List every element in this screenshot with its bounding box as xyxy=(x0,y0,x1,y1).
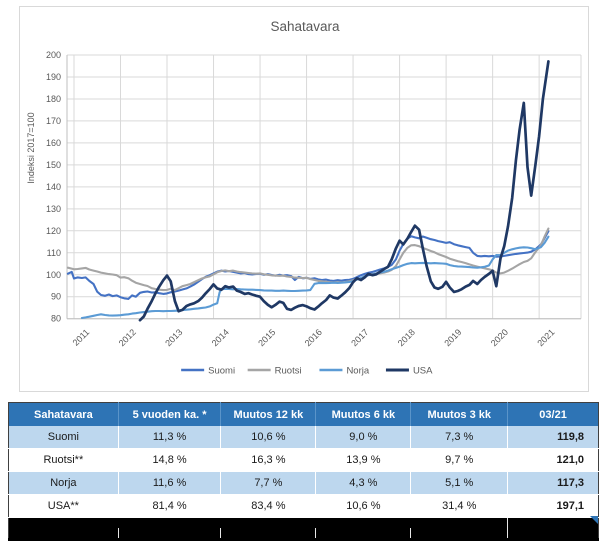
y-tick-label: 100 xyxy=(46,270,61,280)
chart-axis-labels: 80 90 100 110 120 130 140 150 160 170 180 190 200 201… xyxy=(46,50,557,348)
table-row-suomi: Suomi 11,3 % 10,6 % 9,0 % 7,3 % 119,8 xyxy=(8,426,599,449)
x-tick-label: 2016 xyxy=(303,327,324,348)
y-tick-label: 120 xyxy=(46,226,61,236)
x-tick-label: 2020 xyxy=(489,327,510,348)
chart-title: Sahatavara xyxy=(270,19,340,34)
latest-value: 197,1 xyxy=(507,494,599,518)
row-label: USA** xyxy=(8,494,119,518)
chart-legend: Suomi Ruotsi Norja USA xyxy=(181,366,433,377)
x-tick-label: 2012 xyxy=(117,327,138,348)
table-row-ruotsi: Ruotsi** 14,8 % 16,3 % 13,9 % 9,7 % 121,0 xyxy=(8,448,599,472)
change-value: 7,7 % xyxy=(220,471,317,495)
y-tick-label: 200 xyxy=(46,50,61,60)
series-line-usa xyxy=(138,60,550,322)
note-marker-triangle xyxy=(590,516,598,524)
legend-label: Ruotsi xyxy=(275,366,302,377)
header-sahatavara: Sahatavara xyxy=(8,402,119,426)
stats-table-container: Sahatavara 5 vuoden ka. * Muutos 12 kk M… xyxy=(8,402,599,541)
x-tick-label: 2018 xyxy=(396,327,417,348)
y-tick-label: 140 xyxy=(46,182,61,192)
y-tick-label: 170 xyxy=(46,116,61,126)
sahatavara-chart: Sahatavara Indeksi 2017=100 80 90 100 110 12… xyxy=(19,6,589,392)
table-row-norja: Norja 11,6 % 7,7 % 4,3 % 5,1 % 117,3 xyxy=(8,471,599,495)
series-line-ruotsi xyxy=(66,227,550,292)
redacted-cell xyxy=(507,517,599,528)
header-5v-ka: 5 vuoden ka. * xyxy=(118,402,222,426)
redacted-cell xyxy=(220,528,316,541)
latest-value: 121,0 xyxy=(507,448,599,472)
stats-table: Sahatavara 5 vuoden ka. * Muutos 12 kk M… xyxy=(8,402,599,541)
y-tick-label: 130 xyxy=(46,204,61,214)
table-header-row: Sahatavara 5 vuoden ka. * Muutos 12 kk M… xyxy=(8,402,599,426)
table-row-usa: USA** 81,4 % 83,4 % 10,6 % 31,4 % 197,1 xyxy=(8,494,599,518)
legend-label: Norja xyxy=(346,366,369,377)
redacted-cell xyxy=(8,517,508,528)
y-tick-label: 160 xyxy=(46,138,61,148)
redacted-cell xyxy=(117,528,221,541)
redacted-cell xyxy=(507,528,599,541)
change-value: 4,3 % xyxy=(315,471,412,495)
legend-item-suomi: Suomi xyxy=(181,366,235,377)
y-tick-label: 80 xyxy=(51,314,61,324)
row-label: Suomi xyxy=(8,426,119,449)
line-chart: Sahatavara Indeksi 2017=100 80 90 100 110 12… xyxy=(26,19,582,377)
redacted-cell xyxy=(8,528,119,541)
change-value: 16,3 % xyxy=(220,448,317,472)
y-tick-label: 110 xyxy=(47,248,61,258)
header-muutos-12kk: Muutos 12 kk xyxy=(220,402,317,426)
series-line-norja xyxy=(80,235,550,320)
change-value: 81,4 % xyxy=(118,494,222,518)
change-value: 10,6 % xyxy=(220,426,317,449)
latest-value: 117,3 xyxy=(507,471,599,495)
row-label: Ruotsi** xyxy=(8,448,119,472)
change-value: 14,8 % xyxy=(118,448,222,472)
header-0321: 03/21 xyxy=(507,402,599,426)
redacted-cell xyxy=(410,528,508,541)
y-tick-label: 180 xyxy=(46,94,61,104)
change-value: 11,3 % xyxy=(118,426,222,449)
change-value: 11,6 % xyxy=(118,471,222,495)
redacted-cell xyxy=(315,528,411,541)
x-tick-label: 2021 xyxy=(535,327,556,348)
y-tick-label: 90 xyxy=(51,292,61,302)
y-tick-label: 150 xyxy=(46,160,61,170)
header-muutos-3kk: Muutos 3 kk xyxy=(410,402,509,426)
change-value: 9,0 % xyxy=(315,426,412,449)
x-tick-label: 2013 xyxy=(163,327,184,348)
change-value: 7,3 % xyxy=(410,426,509,449)
legend-item-norja: Norja xyxy=(319,366,370,377)
legend-item-ruotsi: Ruotsi xyxy=(247,366,302,377)
change-value: 10,6 % xyxy=(315,494,412,518)
chart-series xyxy=(66,60,550,322)
row-label: Norja xyxy=(8,471,119,495)
y-tick-label: 190 xyxy=(46,72,61,82)
header-muutos-6kk: Muutos 6 kk xyxy=(315,402,412,426)
change-value: 13,9 % xyxy=(315,448,412,472)
x-tick-label: 2014 xyxy=(210,327,231,348)
x-tick-label: 2017 xyxy=(349,327,370,348)
redacted-row xyxy=(8,517,599,528)
y-axis-title: Indeksi 2017=100 xyxy=(26,112,36,183)
latest-value: 119,8 xyxy=(507,426,599,449)
x-tick-label: 2011 xyxy=(71,327,92,348)
legend-item-usa: USA xyxy=(385,366,433,377)
change-value: 5,1 % xyxy=(410,471,509,495)
legend-label: USA xyxy=(413,366,433,377)
redacted-row xyxy=(8,528,599,541)
legend-label: Suomi xyxy=(208,366,235,377)
change-value: 83,4 % xyxy=(220,494,317,518)
change-value: 31,4 % xyxy=(410,494,509,518)
x-tick-label: 2019 xyxy=(442,327,463,348)
change-value: 9,7 % xyxy=(410,448,509,472)
x-tick-label: 2015 xyxy=(256,327,277,348)
series-line-suomi xyxy=(66,230,550,300)
